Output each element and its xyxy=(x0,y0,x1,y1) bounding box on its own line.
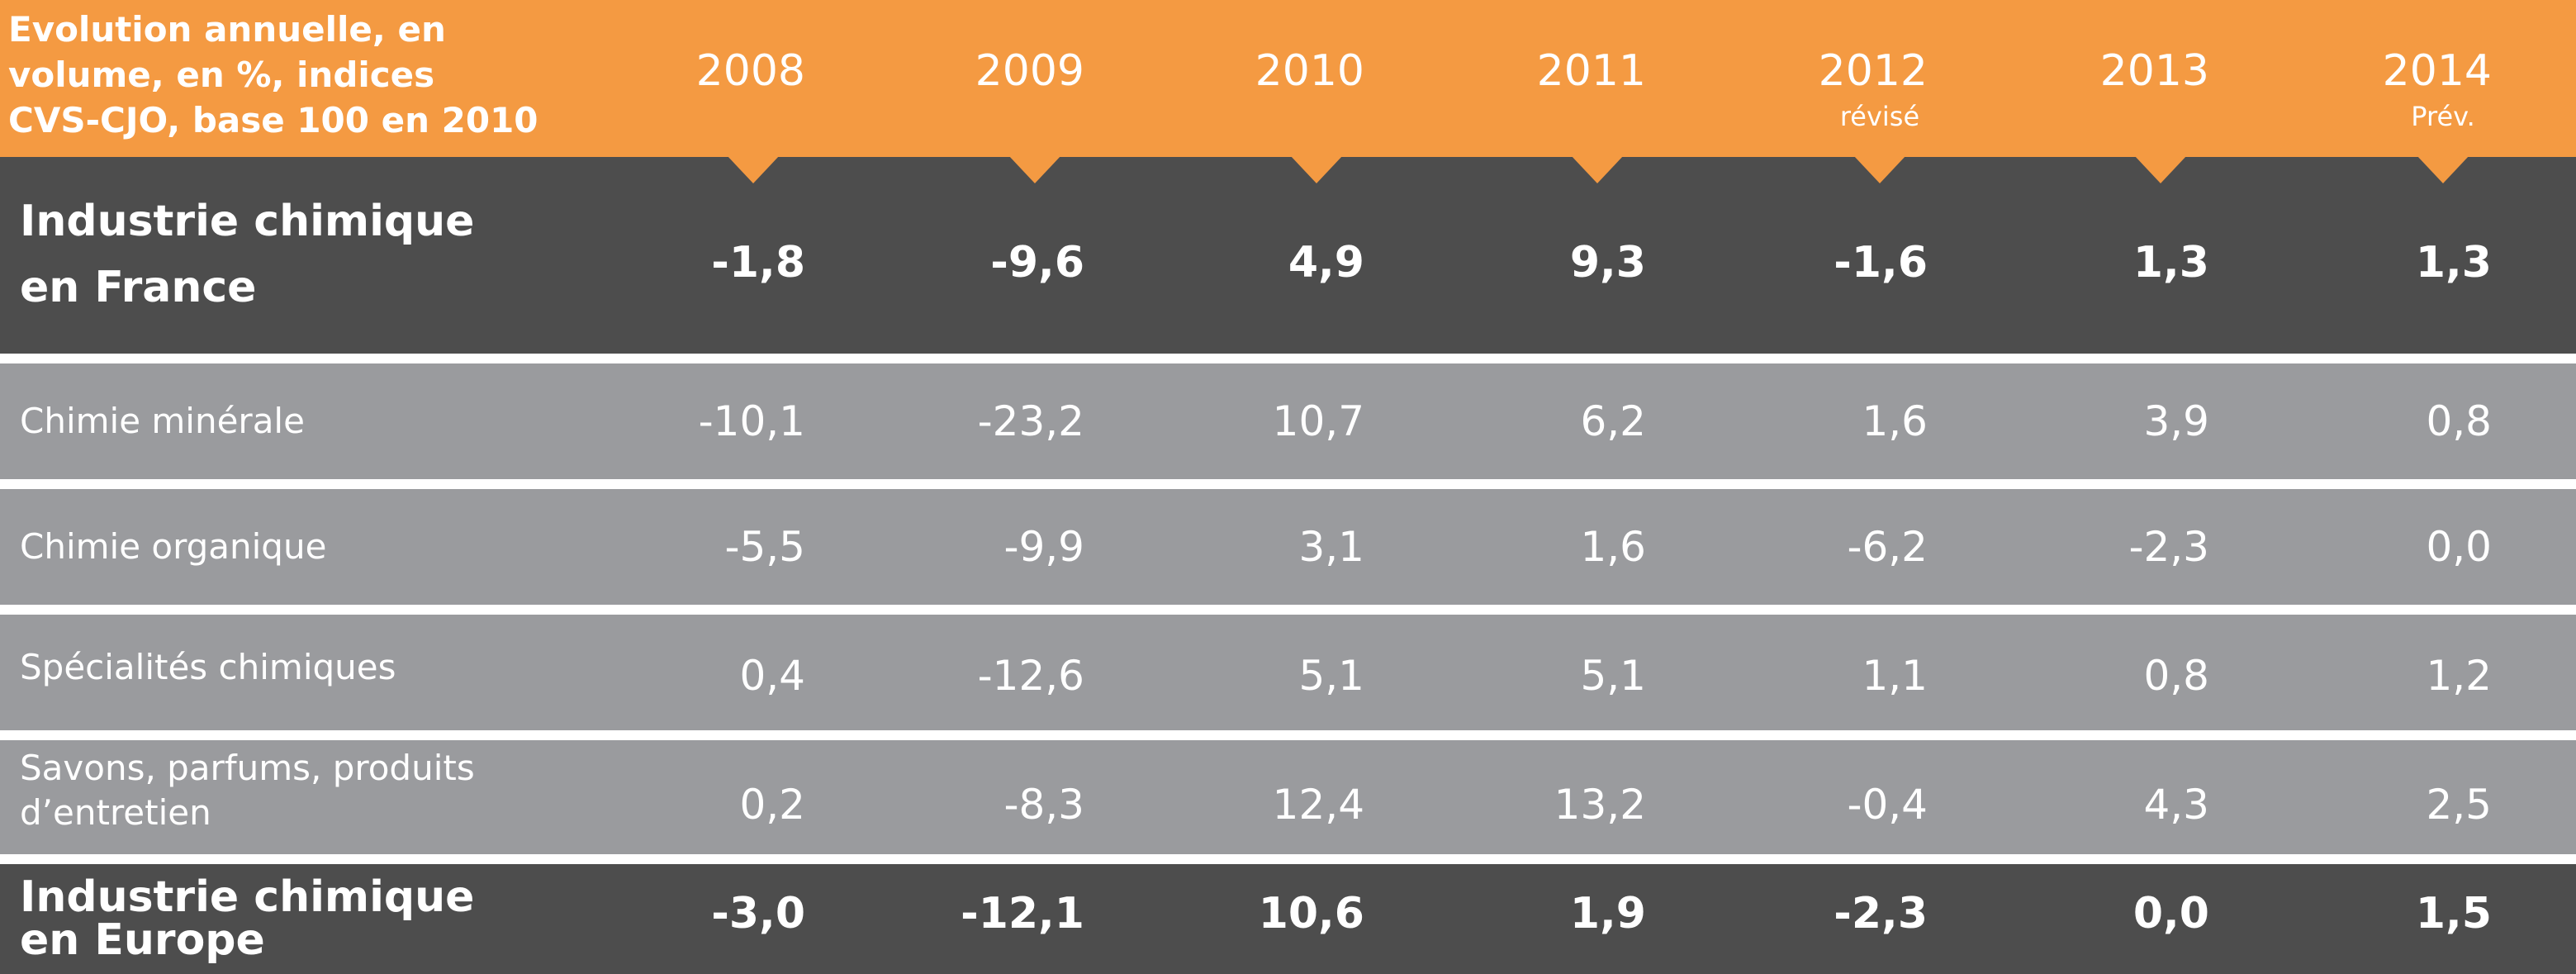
header-pointer xyxy=(1571,155,1624,183)
table-cell: 13,2 xyxy=(1554,781,1646,829)
year-header: 2011 xyxy=(1536,46,1646,96)
table-row: Industrie chimique en France -1,8 -9,6 4,9 9,… xyxy=(0,157,2576,354)
row-label: en Europe xyxy=(20,915,265,965)
table-cell: 0,4 xyxy=(739,652,805,700)
table-cell: -2,3 xyxy=(1834,889,1928,938)
table-cell: 0,8 xyxy=(2143,652,2209,700)
table-cell: 6,2 xyxy=(1580,397,1646,445)
table-cell: 0,2 xyxy=(739,781,805,829)
year-note: révisé xyxy=(1839,101,1920,132)
header-pointer xyxy=(727,155,780,183)
title-line: Evolution annuelle, en xyxy=(8,9,446,50)
table-cell: 1,1 xyxy=(1862,652,1928,700)
row-label: Chimie organique xyxy=(20,526,327,567)
table-cell: 1,6 xyxy=(1580,523,1646,571)
table-row: Spécialités chimiques 0,4 -12,6 5,1 5,1 1,1 0,… xyxy=(0,615,2576,730)
table-row: Savons, parfums, produits d’entretien 0,2 -… xyxy=(0,740,2576,854)
row-label: Industrie chimique xyxy=(20,197,475,246)
table-cell: -5,5 xyxy=(724,523,805,571)
table-cell: 0,8 xyxy=(2426,397,2492,445)
table-cell: 9,3 xyxy=(1569,238,1646,287)
year-header: 2013 xyxy=(2099,46,2209,96)
table-row: Chimie minérale -10,1 -23,2 10,7 6,2 1,6 3,9 0,… xyxy=(0,363,2576,479)
table-row: Chimie organique -5,5 -9,9 3,1 1,6 -6,2 -2,3 0,… xyxy=(0,489,2576,605)
table-cell: -0,4 xyxy=(1847,781,1928,829)
row-label: d’entretien xyxy=(20,792,211,833)
title-line: volume, en %, indices xyxy=(8,55,435,95)
table-cell: 10,7 xyxy=(1272,397,1364,445)
table-cell: -12,6 xyxy=(977,652,1084,700)
table-cell: 3,9 xyxy=(2143,397,2209,445)
table-cell: 1,6 xyxy=(1862,397,1928,445)
table-cell: -2,3 xyxy=(2128,523,2209,571)
table-cell: 0,0 xyxy=(2132,889,2209,938)
table-cell: -1,8 xyxy=(711,238,805,287)
table-cell: 1,5 xyxy=(2415,889,2492,938)
table-cell: 1,9 xyxy=(1569,889,1646,938)
table-cell: 1,2 xyxy=(2426,652,2492,700)
table-row: Industrie chimique en Europe -3,0 -12,1 10,6… xyxy=(0,864,2576,974)
title-line: CVS-CJO, base 100 en 2010 xyxy=(8,100,538,140)
table-title: Evolution annuelle, en volume, en %, ind… xyxy=(8,7,538,143)
table-cell: 1,3 xyxy=(2415,238,2492,287)
table-cell: -23,2 xyxy=(977,397,1084,445)
table-cell: -12,1 xyxy=(961,889,1084,938)
table-cell: -10,1 xyxy=(698,397,805,445)
row-label: Savons, parfums, produits xyxy=(20,748,475,788)
table-cell: -9,6 xyxy=(990,238,1084,287)
year-header: 2014 xyxy=(2382,46,2492,96)
table-cell: 2,5 xyxy=(2426,781,2492,829)
header-pointer xyxy=(2417,155,2469,183)
table-cell: 4,3 xyxy=(2143,781,2209,829)
table-cell: 5,1 xyxy=(1298,652,1364,700)
table-cell: -6,2 xyxy=(1847,523,1928,571)
table-cell: 0,0 xyxy=(2426,523,2492,571)
table-header: Evolution annuelle, en volume, en %, ind… xyxy=(0,0,2576,157)
year-header: 2009 xyxy=(975,46,1084,96)
header-pointer xyxy=(1290,155,1343,183)
year-header: 2008 xyxy=(695,46,805,96)
table-cell: -3,0 xyxy=(711,889,805,938)
header-pointer xyxy=(2134,155,2187,183)
row-label: en France xyxy=(20,263,257,312)
row-label: Industrie chimique xyxy=(20,872,475,922)
year-header: 2012 xyxy=(1818,46,1928,96)
table-cell: 3,1 xyxy=(1298,523,1364,571)
table-cell: 5,1 xyxy=(1580,652,1646,700)
year-header: 2010 xyxy=(1255,46,1364,96)
table-cell: 1,3 xyxy=(2132,238,2209,287)
table-cell: 10,6 xyxy=(1258,889,1364,938)
table-cell: -9,9 xyxy=(1003,523,1084,571)
table-cell: 4,9 xyxy=(1288,238,1364,287)
header-pointer xyxy=(1008,155,1061,183)
row-label: Spécialités chimiques xyxy=(20,647,396,687)
header-pointer xyxy=(1853,155,1906,183)
year-note: Prév. xyxy=(2411,101,2475,132)
table-cell: -8,3 xyxy=(1003,781,1084,829)
table-cell: -1,6 xyxy=(1834,238,1928,287)
row-label: Chimie minérale xyxy=(20,401,305,441)
table-cell: 12,4 xyxy=(1272,781,1364,829)
